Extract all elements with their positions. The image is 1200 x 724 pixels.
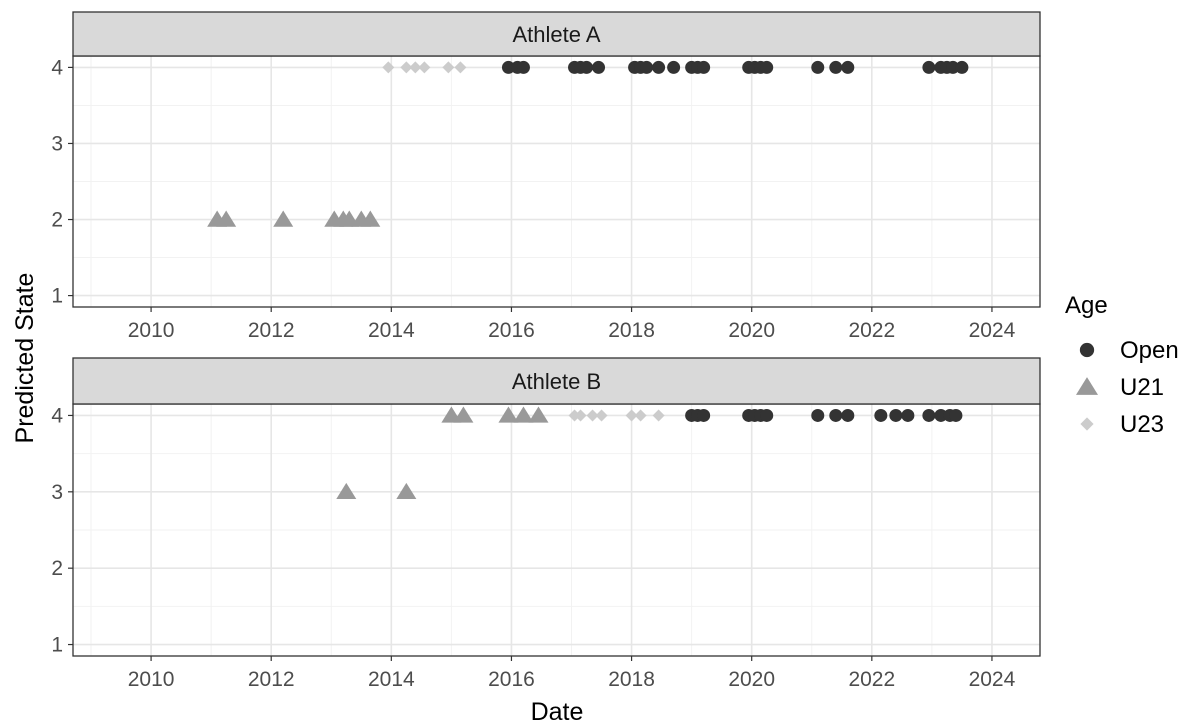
data-point-u21 (360, 210, 381, 227)
y-tick-label: 4 (51, 56, 63, 79)
data-point-open (874, 408, 888, 422)
x-tick-label: 2018 (608, 668, 655, 691)
data-point-u23 (382, 61, 395, 74)
data-point-open (516, 60, 530, 74)
x-tick-label: 2014 (368, 319, 415, 342)
data-point-open (697, 60, 711, 74)
data-point-u21 (528, 406, 549, 423)
data-point-open (901, 408, 915, 422)
y-tick-label: 2 (51, 209, 63, 232)
legend-key-u23 (1080, 417, 1094, 431)
data-point-open (829, 60, 843, 74)
data-point-u23 (652, 409, 665, 422)
legend-key-u21 (1076, 377, 1098, 395)
legend-label: U21 (1120, 374, 1164, 401)
legend-item-u21: U21 (1076, 374, 1164, 401)
data-point-u23 (574, 409, 587, 422)
x-tick-label: 2016 (488, 319, 535, 342)
facet-strip (72, 357, 1041, 405)
facet-title: Athlete A (512, 22, 600, 47)
x-tick-label: 2014 (368, 668, 415, 691)
x-tick-label: 2010 (128, 668, 175, 691)
x-tick-label: 2016 (488, 668, 535, 691)
data-point-u21 (396, 482, 417, 500)
facet-panel: Athlete A 1 2 3 4 2010 2012 2014 2016 2018 2020 202… (51, 11, 1041, 342)
x-tick-label: 2022 (848, 319, 895, 342)
facet-panels: Athlete A 1 2 3 4 2010 2012 2014 2016 2018 2020 202… (51, 11, 1041, 691)
facet-strip (72, 11, 1041, 57)
data-point-u23 (595, 409, 608, 422)
data-point-open (889, 408, 903, 422)
legend-title: Age (1065, 292, 1108, 319)
y-tick-label: 3 (51, 481, 63, 504)
facet-title: Athlete B (512, 369, 601, 394)
data-point-u23 (568, 409, 581, 422)
legend-key-open (1079, 342, 1095, 358)
x-tick-label: 2024 (969, 668, 1016, 691)
data-point-u23 (442, 61, 455, 74)
data-point-open (922, 408, 936, 422)
data-point-open (640, 60, 654, 74)
data-point-open (667, 60, 681, 74)
y-tick-label: 1 (51, 285, 63, 308)
data-point-open (841, 408, 855, 422)
facet-panel: Athlete B 1 2 3 4 2010 2012 2014 2016 2018 2020 202… (51, 357, 1041, 691)
legend-label: Open (1120, 337, 1179, 364)
y-axis-title: Predicted State (11, 273, 39, 444)
x-tick-label: 2020 (728, 668, 775, 691)
data-point-open (760, 408, 774, 422)
y-tick-label: 2 (51, 557, 63, 580)
data-point-open (501, 60, 515, 74)
data-point-open (760, 60, 774, 74)
data-point-open (592, 60, 606, 74)
data-point-u21 (498, 406, 519, 423)
x-tick-label: 2012 (248, 668, 295, 691)
x-tick-label: 2010 (128, 319, 175, 342)
data-point-open (946, 60, 960, 74)
x-tick-label: 2024 (969, 319, 1016, 342)
y-tick-label: 4 (51, 404, 63, 427)
data-point-u23 (634, 409, 647, 422)
x-tick-label: 2022 (848, 668, 895, 691)
data-point-open (949, 408, 963, 422)
data-point-u23 (400, 61, 413, 74)
x-tick-label: 2020 (728, 319, 775, 342)
legend-item-open: Open (1079, 337, 1179, 364)
data-point-open (580, 60, 594, 74)
data-point-open (934, 408, 948, 422)
x-tick-label: 2012 (248, 319, 295, 342)
data-point-u23 (586, 409, 599, 422)
x-tick-label: 2018 (608, 319, 655, 342)
legend-item-u23: U23 (1080, 411, 1164, 438)
data-point-open (652, 60, 666, 74)
data-point-open (697, 408, 711, 422)
legend: Age Open U21 U23 (1065, 292, 1179, 438)
data-point-open (955, 60, 969, 74)
data-point-open (811, 60, 825, 74)
data-point-u23 (625, 409, 638, 422)
data-point-open (841, 60, 855, 74)
data-point-u21 (453, 406, 474, 423)
legend-label: U23 (1120, 411, 1164, 438)
data-point-u21 (273, 210, 294, 227)
data-point-open (811, 408, 825, 422)
data-point-open (829, 408, 843, 422)
y-tick-label: 3 (51, 132, 63, 155)
data-point-u23 (409, 61, 422, 74)
data-point-u23 (454, 61, 467, 74)
data-point-u23 (418, 61, 431, 74)
x-axis-title: Date (531, 698, 584, 724)
y-tick-label: 1 (51, 634, 63, 657)
data-point-open (922, 60, 936, 74)
data-point-u21 (216, 210, 237, 227)
data-point-u21 (513, 406, 534, 423)
data-point-u21 (336, 482, 357, 500)
